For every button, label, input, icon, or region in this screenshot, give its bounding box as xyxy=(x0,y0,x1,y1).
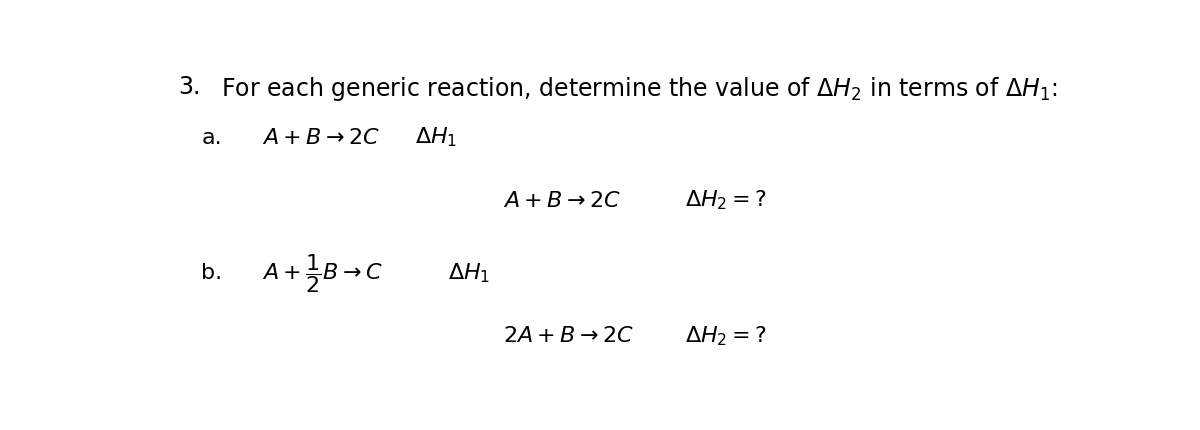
Text: b.: b. xyxy=(202,264,222,283)
Text: $A + \dfrac{1}{2}B \rightarrow C$: $A + \dfrac{1}{2}B \rightarrow C$ xyxy=(262,252,383,295)
Text: $\Delta H_2 = ?$: $\Delta H_2 = ?$ xyxy=(685,325,767,348)
Text: $A + B \rightarrow 2C$: $A + B \rightarrow 2C$ xyxy=(262,128,379,147)
Text: $2A + B \rightarrow 2C$: $2A + B \rightarrow 2C$ xyxy=(504,326,635,346)
Text: $\Delta H_2 = ?$: $\Delta H_2 = ?$ xyxy=(685,189,767,212)
Text: $\Delta H_1$: $\Delta H_1$ xyxy=(448,261,490,285)
Text: $\Delta H_1$: $\Delta H_1$ xyxy=(415,126,457,150)
Text: For each generic reaction, determine the value of $\Delta H_2$ in terms of $\Del: For each generic reaction, determine the… xyxy=(221,75,1057,103)
Text: a.: a. xyxy=(202,128,222,147)
Text: $A + B \rightarrow 2C$: $A + B \rightarrow 2C$ xyxy=(504,190,622,211)
Text: 3.: 3. xyxy=(178,75,200,99)
